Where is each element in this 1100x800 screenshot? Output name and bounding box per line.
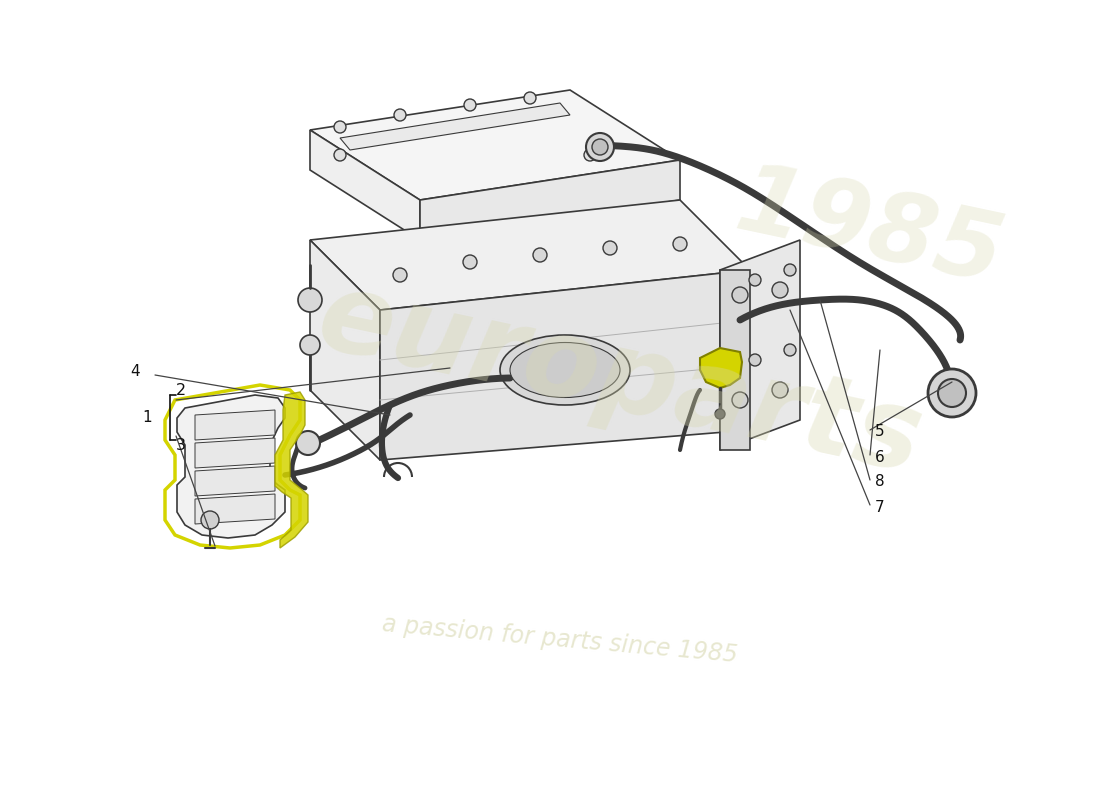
Polygon shape — [310, 200, 750, 310]
Text: 7: 7 — [874, 501, 884, 515]
Circle shape — [928, 369, 976, 417]
Circle shape — [772, 382, 788, 398]
Text: 8: 8 — [874, 474, 884, 490]
Circle shape — [673, 237, 688, 251]
Text: a passion for parts since 1985: a passion for parts since 1985 — [382, 613, 739, 667]
Text: 1: 1 — [142, 410, 152, 425]
Polygon shape — [310, 90, 680, 200]
Circle shape — [938, 379, 966, 407]
Polygon shape — [379, 270, 750, 460]
Circle shape — [201, 511, 219, 529]
Circle shape — [394, 109, 406, 121]
Polygon shape — [310, 240, 380, 460]
Circle shape — [749, 274, 761, 286]
Circle shape — [334, 121, 346, 133]
Circle shape — [298, 288, 322, 312]
Circle shape — [584, 149, 596, 161]
Polygon shape — [720, 240, 800, 450]
Text: europarts: europarts — [308, 264, 932, 496]
Circle shape — [534, 248, 547, 262]
Circle shape — [586, 133, 614, 161]
Circle shape — [464, 99, 476, 111]
Circle shape — [334, 149, 346, 161]
Circle shape — [749, 354, 761, 366]
Text: 3: 3 — [176, 438, 186, 453]
Circle shape — [463, 255, 477, 269]
Circle shape — [784, 264, 796, 276]
Text: 5: 5 — [874, 425, 884, 439]
Circle shape — [393, 268, 407, 282]
Polygon shape — [195, 466, 275, 496]
Ellipse shape — [500, 335, 630, 405]
Text: 2: 2 — [176, 383, 186, 398]
Circle shape — [300, 335, 320, 355]
Polygon shape — [420, 160, 680, 240]
Polygon shape — [195, 410, 275, 440]
Polygon shape — [195, 438, 275, 468]
Polygon shape — [275, 392, 308, 548]
Circle shape — [784, 344, 796, 356]
Polygon shape — [700, 348, 743, 388]
Circle shape — [772, 282, 788, 298]
Circle shape — [732, 287, 748, 303]
Polygon shape — [340, 103, 570, 150]
Circle shape — [296, 431, 320, 455]
Text: 1985: 1985 — [728, 156, 1012, 304]
Polygon shape — [195, 494, 275, 524]
Circle shape — [592, 139, 608, 155]
Text: 6: 6 — [874, 450, 884, 466]
Polygon shape — [177, 395, 285, 538]
Circle shape — [715, 409, 725, 419]
Text: 4: 4 — [131, 365, 140, 379]
Polygon shape — [310, 130, 420, 240]
Polygon shape — [720, 270, 750, 450]
Circle shape — [524, 92, 536, 104]
Circle shape — [732, 392, 748, 408]
Ellipse shape — [510, 342, 620, 398]
Circle shape — [603, 241, 617, 255]
